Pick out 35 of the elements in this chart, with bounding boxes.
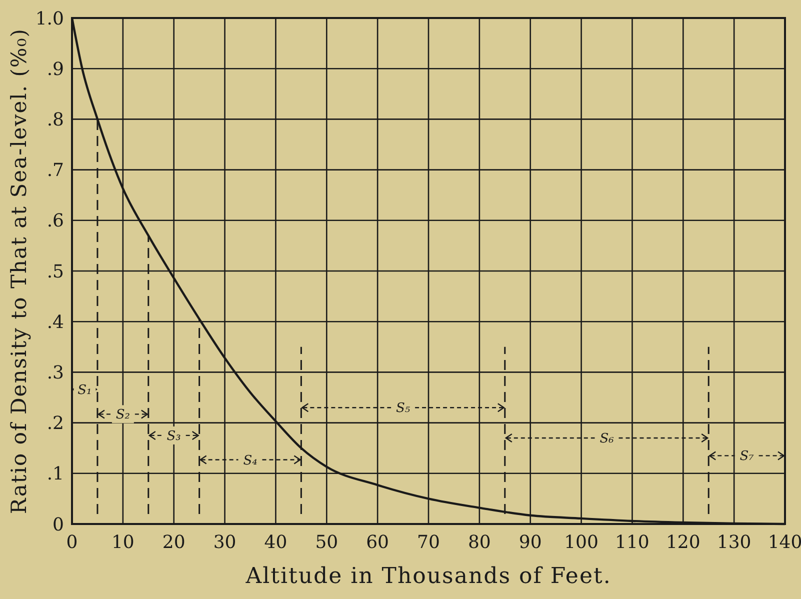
x-tick-label: 80 [468,532,491,553]
x-tick-label: 0 [66,532,78,553]
x-axis-title: Altitude in Thousands of Feet. [244,564,612,589]
x-tick-label: 140 [768,532,801,553]
annotation: S₇ [740,449,755,464]
x-tick-label: 10 [111,532,134,553]
annotation: S₅ [396,401,411,416]
y-tick-label: .7 [46,160,64,182]
x-tick-label: 110 [615,532,650,553]
y-axis-title: Ratio of Density to That at Sea-level. (%₀) [7,28,31,514]
y-tick-label: .8 [46,110,64,130]
annotation: S₆ [600,432,614,447]
y-tick-label: 1.0 [35,8,64,30]
y-tick-label: .1 [46,464,64,485]
y-tick-label: .4 [46,312,64,333]
x-tick-label: 70 [417,532,440,553]
y-tick-label: .9 [46,58,64,80]
x-tick-label: 30 [213,532,236,553]
y-tick-label: .5 [46,261,64,282]
annotation: S₄ [243,453,258,468]
x-tick-label: 60 [366,532,390,553]
annotation: S₁ [78,382,92,398]
x-tick-label: 130 [716,532,752,553]
x-tick-label: 50 [315,532,338,553]
x-tick-label: 20 [162,532,186,553]
y-tick-label: .2 [46,413,64,434]
y-tick-label: 0 [52,514,64,536]
annotation: S₃ [166,429,181,444]
x-tick-label: 90 [518,532,542,553]
x-tick-label: 100 [564,532,598,553]
y-tick-label: .6 [46,210,64,232]
x-tick-label: 120 [666,532,700,553]
annotation: S₂ [116,408,130,423]
x-tick-label: 40 [264,532,288,553]
y-tick-label: .3 [46,362,64,384]
